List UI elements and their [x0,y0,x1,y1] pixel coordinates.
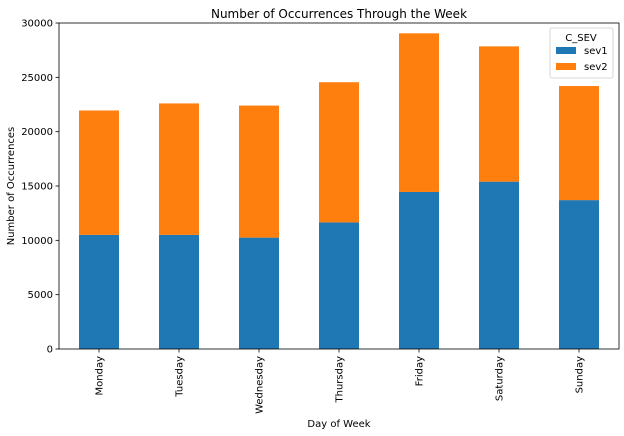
x-axis-label: Day of Week [307,419,370,430]
x-tick-label-tuesday: Tuesday [175,356,186,398]
plot-frame [58,22,620,350]
bar-sev1-sunday [559,200,599,349]
legend-swatch-sev2 [556,63,576,70]
bar-sev2-friday [399,33,439,192]
bar-sev1-monday [79,234,119,349]
bar-sev2-wednesday [239,105,279,238]
y-tick-label: 0 [47,345,53,356]
bar-sev2-thursday [319,82,359,223]
bar-sev1-saturday [479,181,519,349]
bar-sev2-sunday [559,86,599,201]
bars-group [79,33,599,349]
x-tick-label-friday: Friday [415,356,426,386]
legend-swatch-sev1 [556,47,576,54]
y-tick-label: 10000 [21,236,53,247]
x-tick-label-saturday: Saturday [495,356,506,401]
chart-title: Number of Occurrences Through the Week [211,7,467,21]
legend-label-sev1: sev1 [584,46,608,57]
x-tick-label-wednesday: Wednesday [255,356,266,414]
y-axis-label: Number of Occurrences [6,127,17,246]
x-tick-label-thursday: Thursday [335,356,346,404]
x-axis-ticks: Monday Tuesday Wednesday Thursday Friday Satu… [95,349,586,414]
y-tick-label: 25000 [21,73,53,84]
bar-sev1-tuesday [159,234,199,349]
y-axis-ticks: 0 5000 10000 15000 20000 25000 30000 [21,19,59,356]
bar-sev1-thursday [319,222,359,349]
y-tick-label: 5000 [28,290,53,301]
bar-sev2-tuesday [159,103,199,235]
legend-title: C_SEV [565,33,597,44]
y-tick-label: 20000 [21,127,53,138]
legend-label-sev2: sev2 [584,62,608,73]
legend: C_SEV sev1 sev2 [549,27,614,79]
bar-sev2-monday [79,110,119,235]
y-tick-label: 30000 [21,19,53,30]
bar-sev1-friday [399,191,439,349]
bar-sev1-wednesday [239,237,279,349]
y-tick-label: 15000 [21,182,53,193]
x-tick-label-sunday: Sunday [575,356,586,393]
bar-sev2-saturday [479,46,519,182]
x-tick-label-monday: Monday [95,356,106,396]
